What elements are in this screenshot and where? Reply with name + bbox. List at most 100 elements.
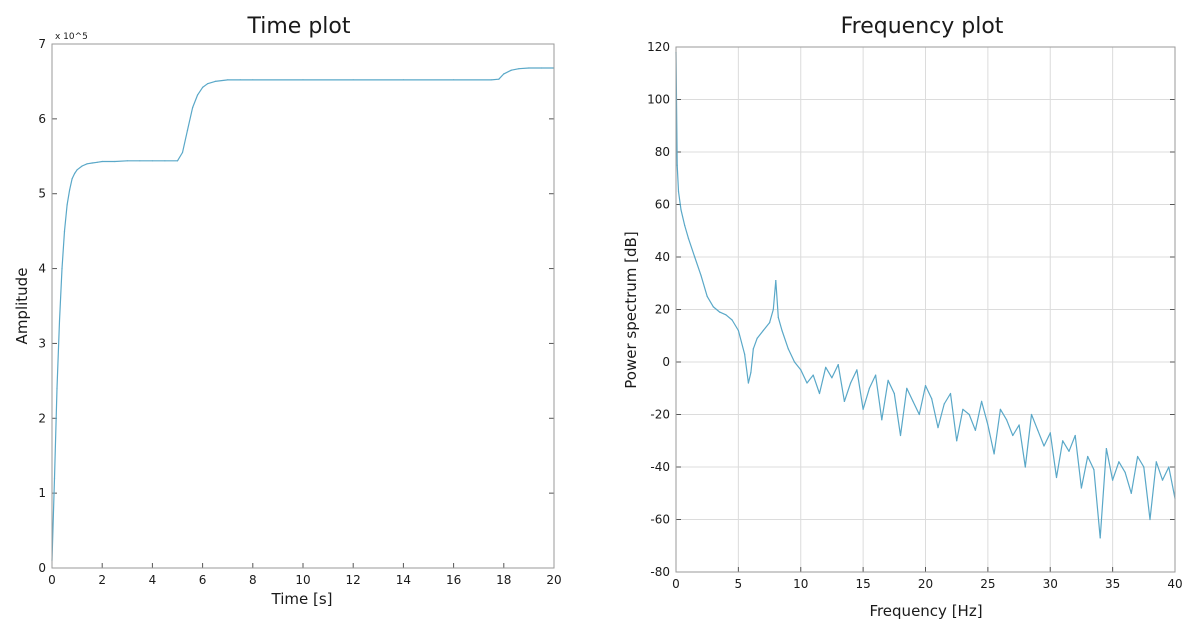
data-point bbox=[974, 429, 977, 431]
data-point bbox=[706, 295, 708, 297]
y-tick-label: 5 bbox=[38, 187, 46, 201]
data-point bbox=[239, 79, 241, 81]
data-point bbox=[924, 385, 927, 387]
x-tick-label: 15 bbox=[855, 577, 870, 591]
x-tick-label: 35 bbox=[1105, 577, 1120, 591]
y-axis-label: Power spectrum [dB] bbox=[622, 231, 640, 388]
chart-title: Time plot bbox=[247, 14, 351, 39]
data-point bbox=[962, 408, 964, 410]
data-point bbox=[762, 329, 764, 332]
data-point bbox=[881, 419, 883, 421]
data-point bbox=[993, 453, 995, 455]
data-point bbox=[1137, 455, 1139, 458]
data-point bbox=[227, 79, 229, 81]
data-point bbox=[81, 165, 83, 167]
data-point bbox=[56, 387, 58, 389]
data-point bbox=[498, 78, 500, 80]
data-point bbox=[752, 348, 754, 350]
data-point bbox=[63, 230, 66, 232]
data-point bbox=[402, 79, 404, 81]
y-tick-label: 3 bbox=[38, 336, 46, 350]
x-tick-label: 5 bbox=[735, 577, 743, 591]
data-point bbox=[176, 160, 179, 162]
x-tick-label: 25 bbox=[980, 577, 995, 591]
series-line bbox=[51, 67, 554, 561]
data-point bbox=[139, 160, 141, 162]
data-point bbox=[1149, 518, 1151, 521]
data-point bbox=[126, 160, 128, 162]
data-point bbox=[1043, 445, 1045, 447]
data-point bbox=[1012, 434, 1014, 437]
x-tick-label: 20 bbox=[918, 577, 933, 591]
grid bbox=[676, 47, 1175, 572]
data-point bbox=[1087, 455, 1089, 458]
data-point bbox=[164, 160, 166, 162]
data-point bbox=[1049, 432, 1051, 434]
ticks: 0 5 10 15 20 25 30 35 40 -80 -60 -40 -20 0 20 40 60 80 100… bbox=[647, 40, 1183, 591]
data-point bbox=[700, 274, 702, 276]
data-point bbox=[1099, 537, 1101, 539]
data-point bbox=[503, 73, 505, 75]
data-point bbox=[737, 329, 740, 332]
data-point bbox=[744, 353, 746, 355]
series-line bbox=[675, 52, 1176, 539]
x-tick-label: 0 bbox=[48, 573, 56, 587]
y-tick-label: 0 bbox=[38, 561, 46, 575]
data-point bbox=[981, 400, 983, 402]
data-point bbox=[91, 162, 93, 164]
data-point bbox=[202, 86, 204, 88]
data-point bbox=[1074, 434, 1076, 437]
y-tick-label: 80 bbox=[655, 145, 670, 159]
data-point bbox=[831, 377, 833, 379]
x-tick-label: 12 bbox=[346, 573, 361, 587]
x-tick-label: 0 bbox=[672, 577, 680, 591]
data-point bbox=[850, 382, 852, 384]
data-point bbox=[968, 413, 970, 416]
data-point bbox=[53, 477, 56, 479]
data-point bbox=[1080, 487, 1082, 489]
y-tick-label: -20 bbox=[650, 408, 670, 422]
data-point bbox=[1112, 479, 1114, 481]
data-point bbox=[540, 67, 543, 69]
y-tick-label: 120 bbox=[647, 40, 670, 54]
y-tick-label: -40 bbox=[650, 460, 670, 474]
data-point bbox=[1124, 471, 1126, 473]
data-point bbox=[1062, 440, 1064, 442]
data-point bbox=[86, 163, 88, 165]
data-point bbox=[1155, 461, 1157, 463]
x-tick-label: 14 bbox=[396, 573, 411, 587]
data-point bbox=[74, 172, 76, 175]
data-point bbox=[912, 400, 914, 402]
time-plot: Time plot x 10^5 Amplitude Time [s] 0 2 4 6… bbox=[13, 14, 562, 608]
data-point bbox=[1118, 461, 1120, 463]
data-point bbox=[96, 161, 98, 163]
data-point bbox=[956, 440, 958, 442]
y-tick-label: 100 bbox=[647, 93, 670, 107]
x-tick-label: 40 bbox=[1167, 577, 1182, 591]
data-point bbox=[899, 434, 902, 437]
data-point bbox=[756, 337, 758, 339]
data-point bbox=[197, 94, 199, 96]
x-tick-label: 2 bbox=[98, 573, 106, 587]
data-point bbox=[999, 408, 1002, 410]
data-point bbox=[862, 408, 864, 410]
y-tick-label: 2 bbox=[38, 411, 46, 425]
data-point bbox=[1068, 450, 1070, 452]
x-axis-label: Frequency [Hz] bbox=[869, 602, 982, 620]
data-point bbox=[787, 348, 789, 350]
data-point bbox=[684, 224, 686, 227]
data-point bbox=[61, 268, 63, 270]
x-tick-label: 18 bbox=[496, 573, 511, 587]
data-point bbox=[1024, 466, 1026, 468]
data-point bbox=[1093, 469, 1095, 471]
data-point bbox=[252, 79, 254, 81]
data-point bbox=[949, 392, 952, 395]
data-point bbox=[818, 392, 821, 395]
y-tick-label: 4 bbox=[38, 262, 46, 276]
x-tick-label: 6 bbox=[199, 573, 207, 587]
data-point bbox=[101, 160, 103, 163]
data-point bbox=[719, 311, 721, 313]
data-point bbox=[943, 403, 945, 405]
x-tick-label: 20 bbox=[546, 573, 561, 587]
